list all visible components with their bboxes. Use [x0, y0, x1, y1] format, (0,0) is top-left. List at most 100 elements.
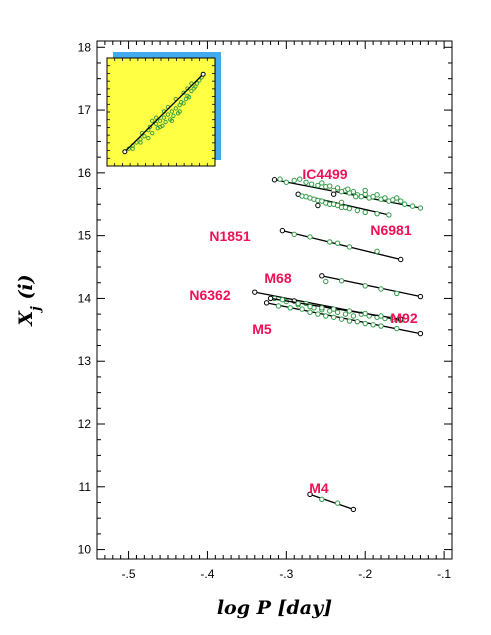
data-point [409, 203, 416, 209]
fit-line [321, 275, 421, 298]
data-point [378, 313, 384, 319]
data-point [345, 186, 351, 192]
y-tick-label: 18 [78, 40, 92, 54]
data-point [370, 322, 376, 328]
series-m4 [307, 491, 357, 513]
data-point [303, 179, 309, 185]
inset-point [189, 88, 194, 94]
data-point [334, 240, 341, 246]
inset-point [181, 101, 186, 106]
y-tick-label: 16 [78, 166, 92, 180]
data-point [362, 209, 368, 216]
data-point [279, 227, 286, 234]
data-point [350, 313, 357, 319]
data-point [307, 234, 313, 240]
data-point [350, 188, 357, 195]
data-point [283, 179, 290, 185]
cluster-label-n1851: N1851 [209, 228, 250, 244]
inset-point [157, 124, 163, 130]
cluster-label-m68: M68 [264, 270, 291, 286]
inset-point [130, 146, 135, 151]
axis-ticks [96, 41, 453, 559]
cluster-labels: IC4499 N6981 N1851 M68 N6362 M92 M5 M4 [189, 166, 417, 496]
cluster-label-ic4499: IC4499 [302, 166, 347, 182]
inset-point [150, 118, 155, 123]
data-point [287, 305, 293, 311]
x-tick-label: -.2 [358, 567, 372, 581]
x-tick-label: -.1 [437, 567, 451, 581]
data-point [315, 311, 321, 317]
inset-point [169, 109, 174, 114]
data-point [394, 290, 400, 297]
series-group [252, 176, 424, 513]
inset-point [138, 140, 143, 145]
cluster-label-n6981: N6981 [370, 222, 411, 238]
data-point [297, 176, 303, 182]
data-point [346, 308, 353, 314]
inset-point [177, 109, 182, 114]
data-point [271, 177, 278, 183]
data-point [382, 195, 388, 201]
inset-fit-line [124, 73, 204, 153]
data-point [319, 305, 325, 311]
data-point [398, 198, 404, 204]
data-point [358, 194, 364, 200]
data-point [330, 191, 337, 197]
inset-point [154, 115, 159, 120]
inset-point [161, 115, 167, 120]
data-point [354, 207, 361, 214]
inset-point [194, 81, 200, 86]
x-tick-label: -.4 [200, 567, 214, 581]
series-ic4499 [271, 176, 424, 211]
data-point [330, 306, 337, 312]
data-point [401, 201, 408, 207]
data-point [346, 244, 353, 250]
data-point [394, 195, 400, 201]
data-point [327, 239, 333, 245]
y-tick-label: 12 [78, 417, 92, 431]
series-m68 [319, 273, 424, 300]
cluster-label-n6362: N6362 [189, 287, 230, 303]
series-n6981 [295, 191, 392, 218]
inset-point [146, 135, 151, 141]
data-point [323, 278, 329, 285]
inset-point [173, 106, 178, 111]
data-point [307, 309, 313, 315]
data-point [252, 289, 258, 295]
data-point [291, 231, 297, 238]
tick-labels: -.5 -.4 -.3 -.2 -.1 10 11 12 13 14 15 16 17 18 [78, 40, 452, 581]
y-tick-label: 15 [78, 229, 92, 243]
data-point [308, 181, 315, 187]
inset-point [157, 118, 163, 123]
data-point [307, 303, 313, 310]
data-point [275, 303, 282, 309]
data-point [362, 320, 368, 327]
inset-point [150, 131, 155, 136]
y-axis-title-suffix: (i) [15, 274, 37, 306]
data-point [291, 177, 297, 184]
data-point [338, 316, 345, 322]
data-point [330, 314, 337, 320]
inset-point [147, 124, 153, 130]
series-m5 [263, 300, 424, 337]
fit-line [309, 493, 354, 511]
data-point [319, 180, 325, 186]
data-point [338, 278, 345, 284]
data-point [327, 183, 333, 189]
y-tick-label: 14 [78, 291, 92, 305]
cluster-label-m4: M4 [309, 480, 329, 496]
data-point [362, 187, 368, 194]
inset-endpoint [200, 71, 206, 77]
data-point [342, 311, 349, 317]
data-point [346, 318, 353, 324]
data-point [398, 256, 404, 263]
data-point [279, 296, 286, 303]
data-point [374, 210, 380, 217]
inset-panel [106, 52, 221, 167]
data-point [307, 491, 313, 498]
plot-frame [96, 40, 453, 560]
data-point [386, 212, 392, 218]
data-point [390, 314, 396, 320]
data-point [334, 500, 341, 506]
data-point [417, 330, 424, 337]
